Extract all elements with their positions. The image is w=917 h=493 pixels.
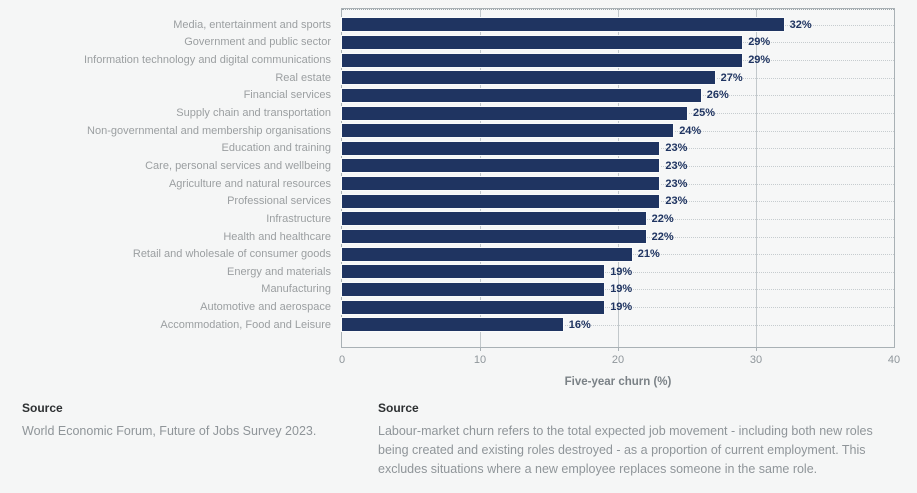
- bar-row: 21%: [342, 245, 894, 263]
- category-label: Retail and wholesale of consumer goods: [132, 248, 331, 261]
- category-label: Education and training: [221, 142, 331, 155]
- bar: [342, 318, 563, 332]
- x-axis-tickmark: [618, 347, 619, 351]
- value-label: 27%: [720, 71, 743, 84]
- category-label: Financial services: [243, 89, 331, 102]
- category-label: Accommodation, Food and Leisure: [160, 318, 331, 331]
- bar: [342, 35, 743, 49]
- bar-row: 32%: [342, 16, 894, 34]
- bar: [342, 212, 646, 226]
- category-label: Agriculture and natural resources: [168, 177, 331, 190]
- value-label: 26%: [706, 89, 729, 102]
- category-label: Health and healthcare: [223, 230, 331, 243]
- bar-chart: Media, entertainment and sports Governmen…: [0, 8, 900, 388]
- x-tick-label: 20: [611, 354, 625, 366]
- source-right-heading: Source: [378, 401, 419, 415]
- value-label: 23%: [665, 177, 688, 190]
- category-label: Infrastructure: [266, 212, 331, 225]
- bar-row: 29%: [342, 51, 894, 69]
- x-tick-label: 30: [749, 354, 763, 366]
- bar: [342, 194, 660, 208]
- bar-row: 29%: [342, 34, 894, 52]
- bar: [342, 300, 605, 314]
- value-label: 19%: [610, 283, 633, 296]
- bar-row: 22%: [342, 210, 894, 228]
- value-label: 23%: [665, 142, 688, 155]
- plot-area: 32% 29% 29% 27% 26% 25% 24% 23% 23% 23% 23% 22% 22% 2…: [339, 8, 900, 388]
- x-axis-tickmark: [480, 347, 481, 351]
- sources-section: Source World Economic Forum, Future of J…: [0, 401, 917, 479]
- category-label: Supply chain and transportation: [176, 107, 331, 120]
- bar-row: 22%: [342, 228, 894, 246]
- source-left: Source World Economic Forum, Future of J…: [22, 401, 378, 479]
- bar-row: 23%: [342, 157, 894, 175]
- value-label: 22%: [651, 212, 674, 225]
- category-label: Information technology and digital commu…: [83, 54, 331, 67]
- x-axis-tickmark: [756, 347, 757, 351]
- source-left-heading: Source: [22, 401, 63, 415]
- bar-row: 23%: [342, 175, 894, 193]
- category-label: Automotive and aerospace: [200, 301, 331, 314]
- bar-row: 25%: [342, 104, 894, 122]
- value-label: 22%: [651, 230, 674, 243]
- category-label: Care, personal services and wellbeing: [145, 159, 331, 172]
- bar: [342, 282, 605, 296]
- bar-row: 26%: [342, 87, 894, 105]
- bar: [342, 159, 660, 173]
- x-tick-label: 0: [338, 354, 346, 366]
- bar: [342, 247, 632, 261]
- category-label: Government and public sector: [184, 36, 331, 49]
- source-right-text: Labour-market churn refers to the total …: [378, 424, 873, 476]
- bar-row: 19%: [342, 281, 894, 299]
- category-label: Non-governmental and membership organisa…: [87, 124, 331, 137]
- bar: [342, 265, 605, 279]
- bar-row: 16%: [342, 316, 894, 334]
- bar-row: 19%: [342, 298, 894, 316]
- category-label: Media, entertainment and sports: [173, 18, 331, 31]
- value-label: 21%: [637, 248, 660, 261]
- value-label: 19%: [610, 265, 633, 278]
- x-tick-label: 10: [473, 354, 487, 366]
- category-label: Manufacturing: [261, 283, 331, 296]
- bar: [342, 53, 743, 67]
- bar: [342, 230, 646, 243]
- value-label: 25%: [693, 107, 716, 120]
- row-gridline: [342, 307, 894, 309]
- bar: [342, 124, 674, 138]
- source-left-text: World Economic Forum, Future of Jobs Sur…: [22, 424, 317, 438]
- bar-rows: 32% 29% 29% 27% 26% 25% 24% 23% 23% 23% 23% 22% 22% 2…: [342, 16, 894, 334]
- row-gridline: [342, 289, 894, 291]
- value-label: 16%: [568, 318, 591, 331]
- bar: [342, 177, 660, 191]
- value-label: 23%: [665, 159, 688, 172]
- x-tick-label: 40: [887, 354, 901, 366]
- x-axis-ticks: 0 10 20 30 40: [338, 347, 900, 366]
- value-label: 24%: [679, 124, 702, 137]
- bar: [342, 71, 715, 85]
- vertical-gridline: [756, 9, 757, 347]
- bar-row: 23%: [342, 192, 894, 210]
- value-label: 19%: [610, 301, 633, 314]
- bar: [342, 88, 701, 102]
- bar: [342, 18, 784, 32]
- category-label: Real estate: [275, 71, 331, 84]
- bar: [342, 141, 660, 155]
- row-gridline: [342, 271, 894, 273]
- row-gridline: [342, 324, 894, 326]
- value-label: 29%: [748, 54, 771, 67]
- bar: [342, 106, 687, 120]
- category-label: Energy and materials: [227, 265, 331, 278]
- value-label: 32%: [789, 18, 812, 31]
- source-right: Source Labour-market churn refers to the…: [378, 401, 893, 479]
- value-label: 29%: [748, 36, 771, 49]
- category-label: Professional services: [227, 195, 331, 208]
- bar-row: 23%: [342, 139, 894, 157]
- x-axis-title: Five-year churn (%): [564, 376, 672, 388]
- bar-row: 27%: [342, 69, 894, 87]
- value-label: 23%: [665, 195, 688, 208]
- bar-row: 24%: [342, 122, 894, 140]
- bar-row: 19%: [342, 263, 894, 281]
- category-labels: Media, entertainment and sports Governmen…: [0, 8, 341, 348]
